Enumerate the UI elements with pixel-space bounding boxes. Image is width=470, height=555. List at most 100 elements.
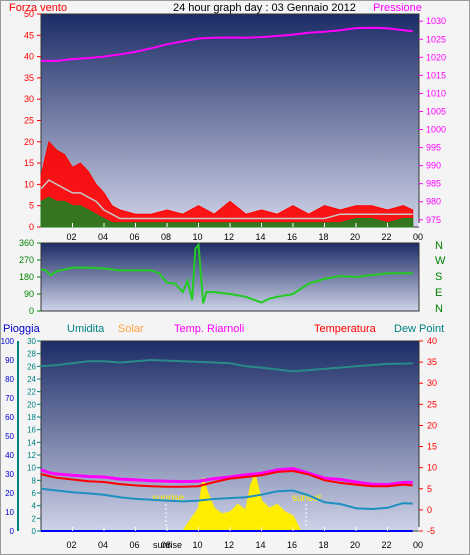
- dir-y-tick-label: 90: [24, 289, 34, 299]
- temp-y-tick-label: -5: [427, 526, 435, 536]
- pressure-y-tick-label: 1025: [426, 34, 446, 44]
- x-tick-label: 12: [224, 232, 234, 242]
- pressure-y-tick-label: 1020: [426, 52, 446, 62]
- x-tick-label: 20: [350, 232, 360, 242]
- humidity-y-tick-label: 4: [32, 502, 37, 511]
- humidity-y-tick-label: 16: [27, 426, 36, 435]
- legend-solar: Solar: [118, 323, 144, 335]
- graph-title: 24 hour graph day : 03 Gennaio 2012: [173, 2, 356, 14]
- rain-y-tick-label: 70: [5, 394, 14, 403]
- wind-axis-title: Forza vento: [9, 2, 67, 14]
- temp-y-tick-label: 10: [427, 463, 437, 473]
- pressure-line: [41, 26, 413, 62]
- humidity-y-tick-label: 30: [27, 337, 36, 346]
- dir-y-tick-label: 0: [29, 306, 34, 316]
- wind-y-tick-label: 35: [24, 73, 34, 83]
- x-tick-label: 08: [161, 232, 171, 242]
- pressure-y-tick-label: 995: [426, 143, 441, 153]
- temp-y-tick-label: 0: [427, 505, 432, 515]
- temp-riarnoli-line: [40, 466, 413, 487]
- humidity-y-tick-label: 10: [27, 464, 36, 473]
- temperature-line: [40, 469, 413, 488]
- humidity-line: [40, 358, 413, 373]
- humidity-y-tick-label: 14: [27, 438, 36, 447]
- temp-y-tick-label: 40: [427, 336, 437, 346]
- pressure-y-tick-label: 975: [426, 215, 441, 225]
- x-tick-label: 20: [350, 540, 360, 550]
- temp-y-tick-label: 15: [427, 442, 437, 452]
- x-tick-label: 10: [193, 232, 203, 242]
- temp-y-tick-label: 35: [427, 357, 437, 367]
- wind-y-tick-label: 40: [24, 52, 34, 62]
- wind-y-tick-label: 50: [24, 9, 34, 19]
- pressure-y-tick-label: 1000: [426, 125, 446, 135]
- x-tick-label: 18: [319, 232, 329, 242]
- legend-pioggia: Pioggia: [3, 323, 41, 335]
- x-tick-label: 08: [161, 540, 171, 550]
- x-tick-label: 04: [98, 232, 108, 242]
- rain-y-tick-label: 40: [5, 451, 14, 460]
- temp-y-tick-label: 5: [427, 484, 432, 494]
- x-tick-label: 14: [256, 232, 266, 242]
- wind-direction-line: [40, 242, 413, 304]
- x-tick-label: 02: [67, 540, 77, 550]
- sunrise-label: sunrise: [152, 493, 185, 504]
- legend-temp-riarnoli: Temp. Riarnoli: [174, 323, 244, 335]
- temp-y-tick-label: 30: [427, 378, 437, 388]
- rain-y-tick-label: 100: [1, 337, 15, 346]
- x-tick-label: 02: [67, 232, 77, 242]
- pressure-y-tick-label: 990: [426, 161, 441, 171]
- rain-y-tick-label: 30: [5, 470, 14, 479]
- rain-y-tick-label: 50: [5, 432, 14, 441]
- rain-y-tick-label: 20: [5, 489, 14, 498]
- rain-y-tick-label: 80: [5, 375, 14, 384]
- sun-markers: sunrise sunset sunrise: [152, 493, 322, 550]
- dir-y-tick-label: 270: [19, 255, 34, 265]
- compass-n-bottom: N: [435, 303, 443, 315]
- sunrise-axis-label: sunrise: [153, 540, 182, 550]
- humidity-y-tick-label: 12: [27, 451, 36, 460]
- x-tick-label: 18: [319, 540, 329, 550]
- x-tick-label: 06: [130, 232, 140, 242]
- pressure-y-tick-label: 1015: [426, 70, 446, 80]
- x-tick-label: 22: [382, 232, 392, 242]
- wind-y-tick-label: 25: [24, 116, 34, 126]
- temperature-solar-panel: [40, 340, 420, 532]
- compass-n-top: N: [435, 240, 443, 252]
- temp-y-tick-label: 20: [427, 420, 437, 430]
- pressure-y-tick-label: 985: [426, 179, 441, 189]
- rain-y-tick-label: 90: [5, 356, 14, 365]
- rain-y-tick-label: 60: [5, 413, 14, 422]
- compass-e: E: [435, 287, 442, 299]
- x-tick-label: 04: [98, 540, 108, 550]
- humidity-y-tick-label: 24: [27, 375, 36, 384]
- humidity-y-tick-label: 18: [27, 413, 36, 422]
- humidity-y-tick-label: 20: [27, 400, 36, 409]
- legend-temperatura: Temperatura: [314, 323, 377, 335]
- wind-y-tick-label: 10: [24, 179, 34, 189]
- chart-marks: 0510152025303540455097598098599099510001…: [1, 9, 446, 550]
- x-tick-label: 10: [193, 540, 203, 550]
- wind-min-area: [40, 196, 414, 228]
- humidity-y-tick-label: 28: [27, 350, 36, 359]
- rain-y-tick-label: 10: [5, 508, 14, 517]
- compass-s: S: [435, 271, 442, 283]
- bottom-legend: Pioggia Umidita Solar Temp. Riarnoli Tem…: [3, 323, 444, 335]
- wind-y-tick-label: 30: [24, 94, 34, 104]
- dew-point-line: [40, 487, 413, 511]
- x-tick-label: 00: [413, 540, 423, 550]
- wind-y-tick-label: 0: [29, 222, 34, 232]
- pressure-y-tick-label: 1010: [426, 88, 446, 98]
- humidity-y-tick-label: 2: [32, 514, 37, 523]
- rain-y-tick-label: 0: [10, 527, 15, 536]
- wind-y-tick-label: 45: [24, 30, 34, 40]
- sunset-label: sunset: [292, 493, 322, 504]
- wind-y-tick-label: 20: [24, 137, 34, 147]
- wind-pressure-panel: [40, 13, 420, 228]
- wind-avg-line: [40, 179, 413, 220]
- solar-area: [181, 472, 302, 532]
- temp-y-tick-label: 25: [427, 399, 437, 409]
- legend-dew-point: Dew Point: [394, 323, 444, 335]
- x-tick-label: 16: [287, 540, 297, 550]
- pressure-y-tick-label: 1005: [426, 106, 446, 116]
